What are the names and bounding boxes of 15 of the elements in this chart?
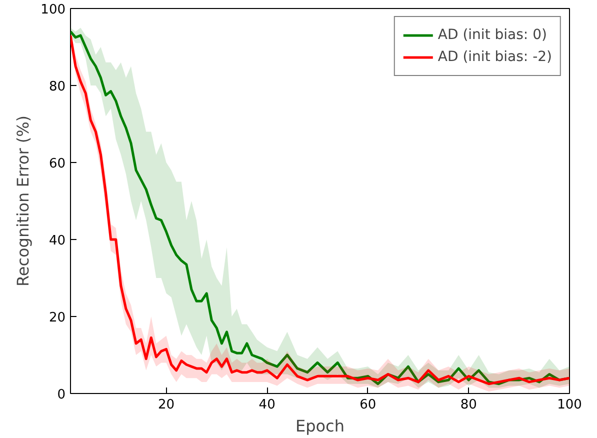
x-axis-title: Epoch [296, 416, 345, 436]
y-tick-label: 0 [57, 388, 66, 402]
x-tick-label: 60 [360, 398, 376, 412]
y-tick-label: 20 [48, 310, 66, 326]
x-tick-label: 20 [158, 398, 175, 412]
y-tick-label: 80 [48, 80, 66, 94]
legend-label: AD (init bias: 0) [438, 27, 547, 43]
y-axis-title: Recognition Error (%) [14, 115, 33, 287]
x-tick-label: 100 [557, 398, 582, 412]
legend-label: AD (init bias: -2) [438, 49, 552, 65]
x-tick-label: 80 [460, 398, 477, 412]
y-tick-label: 40 [48, 234, 66, 248]
x-tick-label: 40 [258, 398, 276, 412]
y-tick-label: 60 [48, 156, 66, 172]
y-tick-label: 100 [40, 2, 66, 18]
